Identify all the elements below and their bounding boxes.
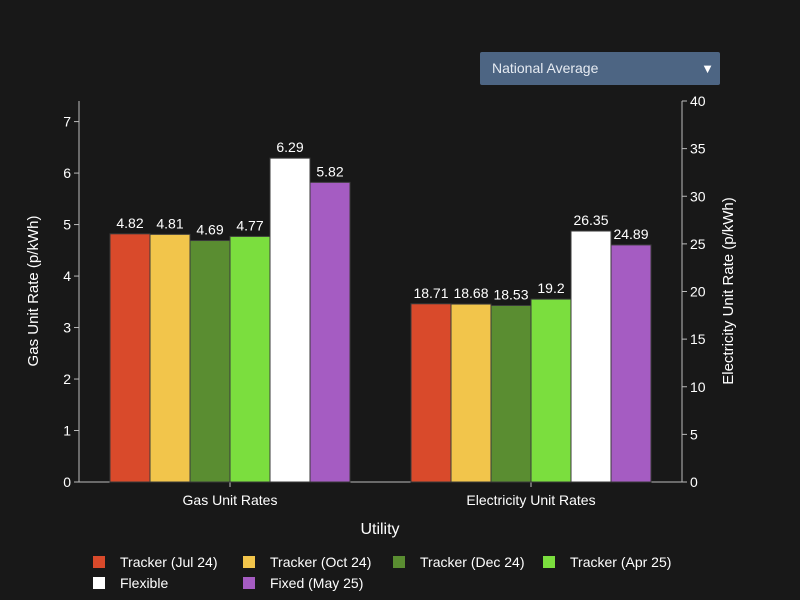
bar-value-label: 24.89 <box>613 226 648 242</box>
legend-item[interactable]: Tracker (Apr 25) <box>543 554 693 570</box>
bar-value-label: 19.2 <box>537 280 564 296</box>
legend-item[interactable]: Tracker (Dec 24) <box>393 554 543 570</box>
y-tick-label: 6 <box>63 165 71 181</box>
axes: 0 1 2 3 4 5 6 7 0 5 10 15 20 25 30 35 40 Gas Unit Rates El… <box>63 93 706 508</box>
legend-label: Tracker (Apr 25) <box>570 554 672 570</box>
bar[interactable] <box>410 303 452 483</box>
bar-value-label: 5.82 <box>316 163 343 179</box>
y2-tick-label: 35 <box>690 141 706 157</box>
data-labels: 4.82 4.81 4.69 4.77 6.29 5.82 18.71 18.68 18.53 1… <box>116 139 648 302</box>
bar[interactable] <box>109 233 151 483</box>
y2-tick-label: 15 <box>690 331 706 347</box>
bar[interactable] <box>450 303 492 483</box>
legend-label: Fixed (May 25) <box>270 575 364 591</box>
bar-value-label: 4.69 <box>196 222 223 238</box>
bar[interactable] <box>269 157 311 483</box>
legend-swatch <box>393 556 405 568</box>
x-axis-title: Utility <box>360 521 399 538</box>
legend-item[interactable]: Tracker (Jul 24) <box>93 554 243 570</box>
y-tick-label: 5 <box>63 217 71 233</box>
bar-value-label: 4.77 <box>236 217 263 233</box>
y-tick-label: 3 <box>63 320 71 336</box>
legend-label: Tracker (Oct 24) <box>270 554 372 570</box>
bar[interactable] <box>610 244 652 483</box>
legend-swatch <box>243 556 255 568</box>
bar[interactable] <box>229 235 271 483</box>
bar-value-label: 4.81 <box>156 215 183 231</box>
x-tick-label: Gas Unit Rates <box>183 492 278 508</box>
legend-item[interactable]: Tracker (Oct 24) <box>243 554 393 570</box>
legend-swatch <box>543 556 555 568</box>
region-dropdown[interactable]: National Average ▼ <box>480 52 720 85</box>
legend-swatch <box>243 577 255 589</box>
legend-swatch <box>93 556 105 568</box>
bar-value-label: 6.29 <box>276 139 303 155</box>
bars <box>109 157 652 483</box>
y-axis-title: Gas Unit Rate (p/kWh) <box>25 216 42 367</box>
bar[interactable] <box>149 233 191 483</box>
legend-label: Tracker (Dec 24) <box>420 554 525 570</box>
y2-tick-label: 5 <box>690 426 698 442</box>
y2-tick-label: 0 <box>690 474 698 490</box>
legend: Tracker (Jul 24) Tracker (Oct 24) Tracker … <box>93 554 733 591</box>
bar-value-label: 18.53 <box>493 287 528 303</box>
dropdown-caret-icon: ▼ <box>701 61 714 76</box>
bar-value-label: 18.68 <box>453 285 488 301</box>
y-tick-label: 1 <box>63 423 71 439</box>
legend-item[interactable]: Flexible <box>93 575 243 591</box>
x-tick-label: Electricity Unit Rates <box>466 492 595 508</box>
legend-label: Flexible <box>120 575 169 591</box>
y-tick-label: 2 <box>63 371 71 387</box>
y-tick-label: 4 <box>63 268 71 284</box>
y2-axis-title: Electricity Unit Rate (p/kWh) <box>720 197 737 385</box>
y2-tick-label: 10 <box>690 379 706 395</box>
y-tick-label: 7 <box>63 114 71 130</box>
legend-swatch <box>93 577 105 589</box>
y2-tick-label: 30 <box>690 188 706 204</box>
y-tick-label: 0 <box>63 474 71 490</box>
bar[interactable] <box>309 181 351 483</box>
y2-tick-label: 20 <box>690 284 706 300</box>
legend-item[interactable]: Fixed (May 25) <box>243 575 393 591</box>
y2-tick-label: 25 <box>690 236 706 252</box>
bar-value-label: 4.82 <box>116 215 143 231</box>
bar[interactable] <box>189 240 231 483</box>
y2-tick-label: 40 <box>690 93 706 109</box>
region-dropdown-value: National Average <box>492 60 599 76</box>
bar[interactable] <box>530 298 572 483</box>
bar[interactable] <box>490 305 532 483</box>
bar[interactable] <box>570 230 612 483</box>
legend-label: Tracker (Jul 24) <box>120 554 218 570</box>
bar-value-label: 26.35 <box>573 212 608 228</box>
bar-value-label: 18.71 <box>413 285 448 301</box>
